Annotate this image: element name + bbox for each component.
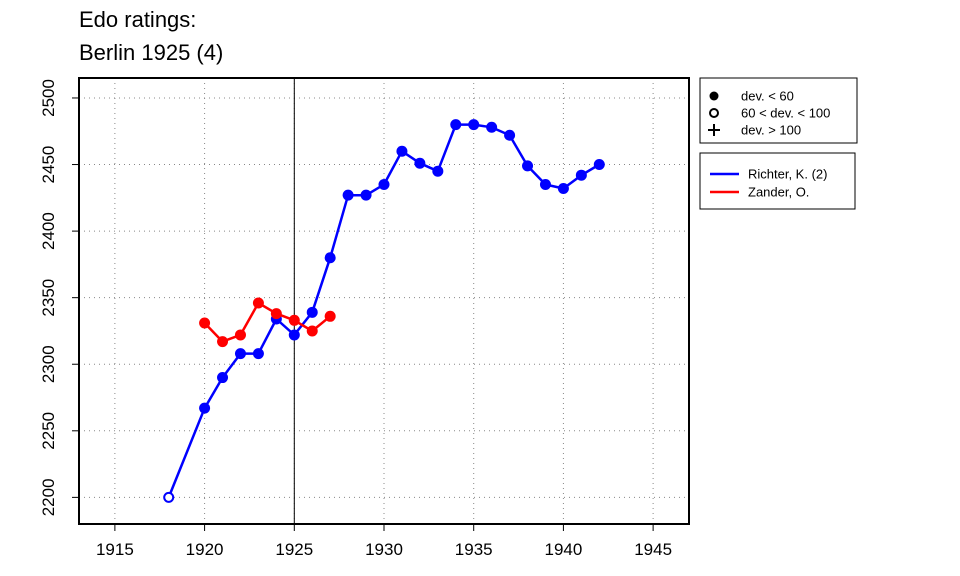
x-tick-label: 1940 (544, 540, 582, 559)
data-point (396, 145, 408, 157)
data-point (288, 314, 300, 326)
data-point (557, 183, 569, 195)
data-point (450, 119, 462, 131)
data-point (324, 310, 336, 322)
data-point (270, 308, 282, 320)
data-point (234, 329, 246, 341)
deviation-legend-label: dev. < 60 (741, 89, 794, 104)
series-1 (163, 119, 605, 503)
data-point (378, 179, 390, 191)
y-tick-label: 2500 (39, 79, 58, 117)
data-point (324, 252, 336, 264)
y-tick-label: 2200 (39, 478, 58, 516)
deviation-legend-label: dev. > 100 (741, 123, 801, 138)
series-legend-label: Zander, O. (748, 185, 809, 200)
series-group (163, 119, 605, 503)
legend-filled-circle-icon (709, 91, 719, 101)
series-legend-box (699, 152, 856, 210)
y-tick-label: 2450 (39, 146, 58, 184)
chart-title-line-1: Edo ratings: (79, 7, 197, 32)
data-point (252, 348, 264, 360)
plot-frame (78, 77, 690, 525)
data-point (252, 297, 264, 309)
data-point-open (163, 491, 175, 503)
data-point (342, 189, 354, 201)
legends: dev. < 60 60 < dev. < 100 dev. > 100 Richte… (699, 77, 858, 210)
x-tick-label: 1945 (634, 540, 672, 559)
data-point (575, 169, 587, 181)
x-tick-label: 1930 (365, 540, 403, 559)
data-point (522, 160, 534, 172)
legend-plus-icon (708, 124, 720, 136)
y-tick-label: 2350 (39, 279, 58, 317)
series-legend-label: Richter, K. (2) (748, 167, 827, 182)
data-point (217, 336, 229, 348)
data-point (414, 157, 426, 169)
data-point (432, 165, 444, 177)
data-point (486, 121, 498, 133)
y-tick-label: 2250 (39, 412, 58, 450)
grid (79, 78, 689, 524)
chart-title-line-2: Berlin 1925 (4) (79, 40, 224, 65)
x-tick-label: 1920 (186, 540, 224, 559)
x-tick-label: 1915 (96, 540, 134, 559)
data-point (504, 129, 516, 141)
data-point (468, 119, 480, 131)
legend-open-circle-icon (709, 108, 719, 118)
deviation-legend-box (699, 77, 858, 144)
data-point (199, 402, 211, 414)
data-point (539, 179, 551, 191)
x-tick-label: 1925 (275, 540, 313, 559)
x-tick-label: 1935 (455, 540, 493, 559)
deviation-legend-label: 60 < dev. < 100 (741, 106, 830, 121)
y-tick-label: 2300 (39, 345, 58, 383)
data-point (199, 317, 211, 329)
data-point (306, 306, 318, 318)
series-2 (199, 297, 336, 348)
data-point (234, 348, 246, 360)
data-point (593, 159, 605, 171)
data-point (306, 325, 318, 337)
axes: 1915 1920 1925 1930 1935 1940 1945 2200 2250 2300… (39, 79, 672, 559)
data-point (217, 372, 229, 384)
y-tick-label: 2400 (39, 212, 58, 250)
data-point (288, 329, 300, 341)
data-point (360, 189, 372, 201)
